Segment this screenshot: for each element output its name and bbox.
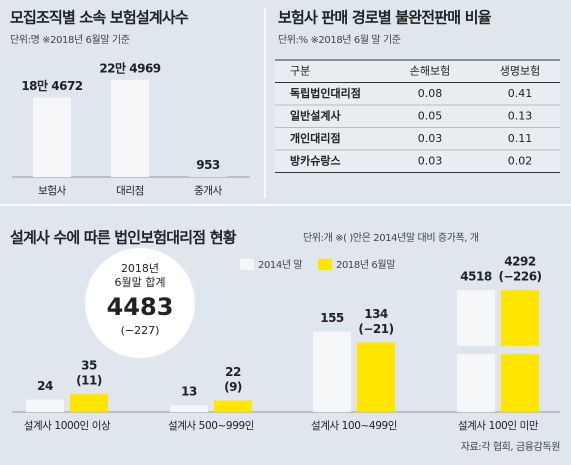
bar [457,290,495,346]
value-label: 22만 4969 [99,61,160,76]
bar [501,290,539,346]
x-tick-label: 설계사 100인 미만 [458,420,539,432]
value-label: 953 [196,158,220,172]
value-label: 155 [320,311,344,325]
row-label: 독립법인대리점 [290,86,361,100]
table-cell: 0.08 [418,87,443,100]
total-value: 4483 [107,293,174,321]
chart-subtitle: 단위:개 ※( )안은 2014년말 대비 증가폭, 개 [303,231,479,244]
value-label: 18만 4672 [21,78,82,93]
legend-label: 2018년 6월말 [336,259,395,271]
table-cell: 0.41 [508,87,533,100]
value-label: 22 [225,365,241,379]
bar [457,354,495,412]
bar [357,342,395,412]
total-label: 2018년 [121,262,159,275]
table-cell: 0.11 [508,132,533,145]
bar [501,354,539,412]
row-label: 방카슈랑스 [290,153,341,167]
bar [26,399,64,412]
table-cell: 0.02 [508,154,533,167]
x-tick-label: 설계사 1000인 이상 [24,420,111,432]
table-bg [275,60,560,173]
change-label: (11) [76,373,102,387]
table-title: 보험사 판매 경로별 불완전판매 비율 [278,9,492,27]
value-label: 4518 [460,270,492,284]
x-tick-label: 대리점 [116,185,144,197]
value-label: 13 [181,385,197,399]
value-label: 35 [81,358,97,372]
table-cell: 0.13 [508,109,533,122]
source: 자료:각 협회, 금융감독원 [461,440,561,453]
table-cell: 0.03 [418,132,443,145]
row-label: 개인대리점 [290,131,341,145]
table-header: 생명보험 [500,64,540,77]
x-tick-label: 설계사 500~999인 [168,420,254,432]
table-header: 구분 [290,64,310,77]
table-cell: 0.03 [418,154,443,167]
x-tick-label: 설계사 100~499인 [311,420,397,432]
value-label: 134 [364,307,388,321]
legend-label: 2014년 말 [258,259,302,271]
chart-title: 설계사 수에 따른 법인보험대리점 현황 [10,229,237,247]
change-label: (9) [224,380,242,394]
bar [170,405,208,412]
chart-subtitle: 단위:명 ※2018년 6월말 기준 [10,33,130,46]
bar [70,393,108,412]
bar [313,331,351,412]
chart-title: 모집조직별 소속 보험설계사수 [10,9,189,27]
legend-swatch [318,259,332,270]
table-subtitle: 단위:% ※2018년 6월 말 기준 [278,33,401,46]
value-label: 4292 [504,255,536,269]
x-tick-label: 중개사 [194,185,223,197]
bar [111,80,149,177]
total-change: (−227) [121,324,160,337]
row-label: 일반설계사 [290,108,341,122]
x-tick-label: 보험사 [38,185,67,197]
bar [214,400,252,412]
bar [33,97,71,177]
change-label: (−226) [498,270,541,284]
table-header: 손해보험 [410,63,450,77]
total-label: 6월말 합계 [115,276,166,289]
table-cell: 0.05 [418,109,443,122]
change-label: (−21) [358,322,393,336]
legend-swatch [240,259,254,270]
total-badge [85,248,195,358]
value-label: 24 [37,379,53,393]
